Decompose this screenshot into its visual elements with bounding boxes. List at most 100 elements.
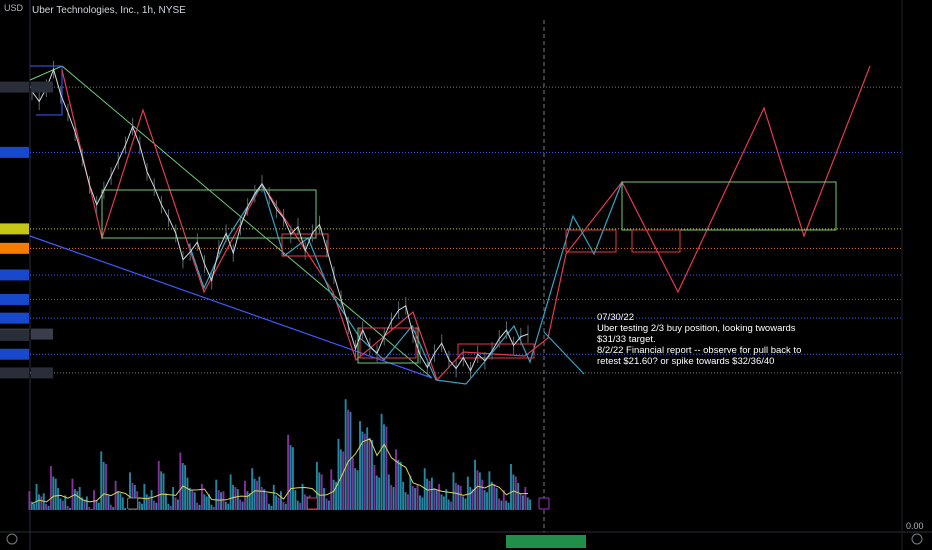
volume-bar bbox=[119, 493, 122, 510]
price-tag bbox=[0, 329, 29, 341]
volume-bar bbox=[268, 503, 270, 510]
volume-bar bbox=[153, 500, 155, 510]
volume-bar bbox=[227, 503, 230, 510]
volume-bar bbox=[397, 459, 400, 510]
volume-bar bbox=[265, 493, 268, 510]
volume-bar bbox=[133, 484, 136, 510]
volume-bar bbox=[418, 495, 421, 510]
volume-bar bbox=[117, 491, 119, 510]
price-axis bbox=[0, 81, 53, 379]
zigzag-cyan bbox=[188, 181, 623, 385]
price-tag bbox=[0, 223, 29, 235]
volume-bar bbox=[462, 496, 465, 510]
volume-bar bbox=[399, 461, 402, 510]
volume-bar bbox=[299, 502, 302, 510]
volume-bar bbox=[320, 474, 323, 510]
volume-bar bbox=[495, 488, 498, 510]
volume-bar bbox=[52, 476, 55, 510]
earnings-markers bbox=[127, 497, 550, 510]
volume-bar bbox=[368, 437, 371, 510]
volume-bar bbox=[124, 507, 127, 510]
trend-line-blue bbox=[29, 235, 433, 379]
volume-bar bbox=[289, 445, 292, 510]
volume-bar bbox=[54, 478, 57, 510]
volume-bar bbox=[90, 508, 93, 510]
volume-bar bbox=[354, 468, 357, 510]
volume-bar bbox=[239, 499, 242, 510]
volume-bar bbox=[105, 464, 107, 510]
range-box-green bbox=[101, 189, 317, 239]
volume-bar bbox=[363, 433, 366, 510]
target-box-green bbox=[621, 181, 837, 231]
volume-bar bbox=[332, 479, 335, 510]
volume-bar bbox=[155, 502, 158, 510]
volume-bar bbox=[502, 490, 505, 510]
price-tag bbox=[0, 293, 29, 305]
volume-bar bbox=[95, 500, 98, 510]
volume-bar bbox=[109, 504, 112, 510]
volume-bar bbox=[246, 491, 249, 510]
auto-scale-icon[interactable] bbox=[911, 533, 923, 545]
volume-layer bbox=[28, 399, 532, 510]
volume-ma-line bbox=[31, 438, 529, 505]
volume-bar bbox=[404, 492, 407, 510]
volume-bar bbox=[342, 451, 345, 510]
volume-bar bbox=[150, 490, 153, 510]
volume-bar bbox=[112, 506, 115, 510]
volume-bar bbox=[390, 484, 393, 510]
volume-bar bbox=[260, 487, 263, 510]
volume-bar bbox=[481, 479, 484, 510]
volume-bar bbox=[464, 498, 467, 510]
volume-bar bbox=[102, 461, 105, 510]
volume-bar bbox=[347, 409, 349, 510]
volume-bar bbox=[339, 449, 342, 510]
volume-bar bbox=[191, 490, 194, 510]
volume-bar bbox=[325, 498, 328, 510]
earnings-marker bbox=[538, 497, 550, 510]
timezone-icon[interactable] bbox=[6, 533, 18, 545]
volume-bar bbox=[371, 439, 373, 510]
volume-bar bbox=[452, 472, 455, 510]
volume-bar bbox=[442, 496, 445, 510]
volume-bar bbox=[97, 502, 100, 510]
volume-bar bbox=[315, 461, 318, 510]
earnings-marker bbox=[127, 497, 139, 510]
volume-bar bbox=[294, 490, 297, 510]
volume-bar bbox=[435, 490, 438, 510]
time-axis bbox=[506, 535, 586, 548]
volume-bar bbox=[478, 472, 481, 510]
volume-bar bbox=[212, 506, 215, 510]
volume-bar bbox=[287, 434, 290, 510]
volume-bar bbox=[471, 489, 474, 510]
settings-area[interactable]: 0.00 bbox=[6, 521, 924, 545]
volume-bar bbox=[433, 488, 436, 510]
price-line bbox=[31, 67, 529, 372]
volume-bar bbox=[450, 501, 453, 510]
volume-bar bbox=[416, 484, 419, 510]
volume-bar bbox=[162, 473, 165, 510]
volume-bar bbox=[100, 451, 103, 510]
volume-bar bbox=[488, 471, 491, 510]
chart-title: Uber Technologies, Inc., 1h, NYSE bbox=[32, 5, 186, 16]
volume-bar bbox=[438, 483, 441, 510]
volume-bar bbox=[426, 478, 429, 510]
volume-bar bbox=[33, 503, 36, 510]
zone-box-red bbox=[631, 229, 681, 253]
volume-bar bbox=[61, 500, 64, 510]
volume-bar bbox=[220, 492, 222, 510]
volume-bar bbox=[402, 481, 405, 510]
volume-bar bbox=[236, 489, 239, 510]
volume-bar bbox=[215, 479, 218, 510]
volume-bar bbox=[145, 494, 148, 510]
volume-bar bbox=[270, 505, 273, 510]
volume-bar bbox=[409, 475, 412, 510]
volume-bar bbox=[131, 482, 134, 510]
volume-bar bbox=[349, 411, 352, 510]
volume-bar bbox=[469, 487, 472, 510]
volume-bar bbox=[196, 502, 199, 510]
volume-bar bbox=[284, 503, 287, 510]
volume-bar bbox=[351, 457, 354, 510]
zone-box-red bbox=[565, 229, 617, 253]
volume-bar bbox=[457, 484, 460, 510]
